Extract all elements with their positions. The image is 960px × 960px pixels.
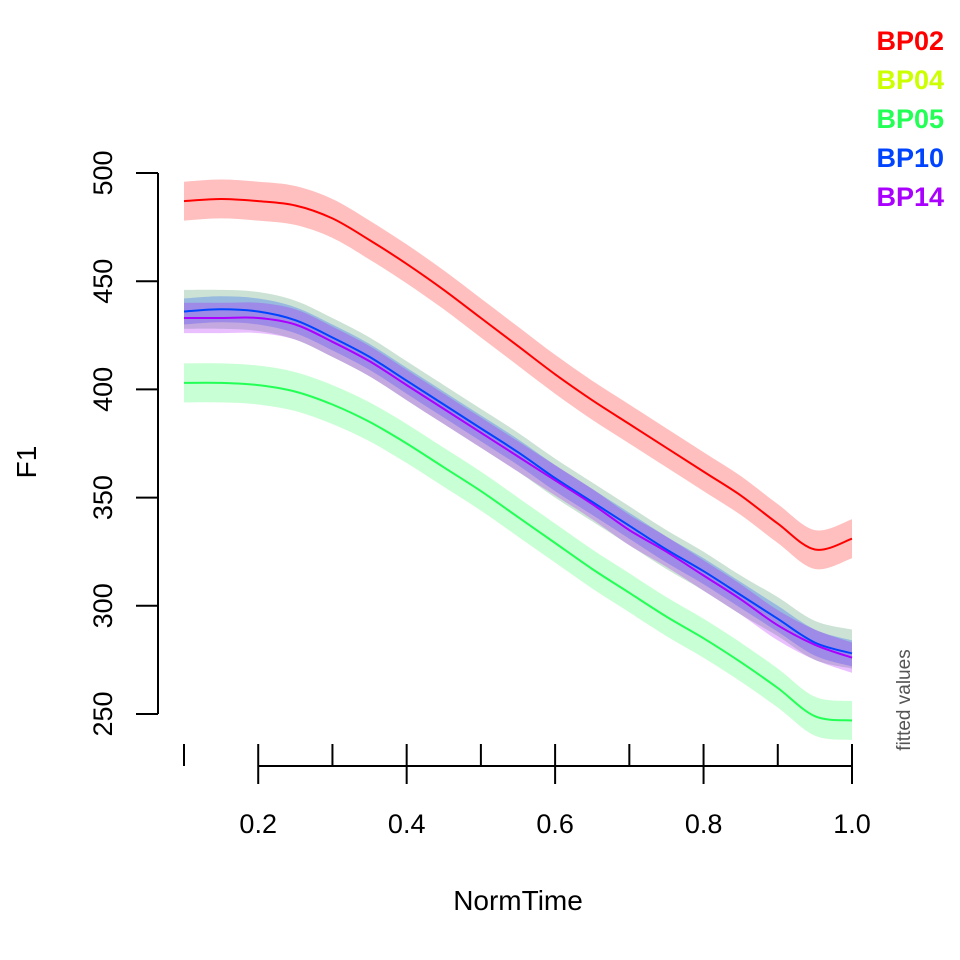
line-bp05 [183,381,853,722]
y-tick-label: 250 [88,691,118,736]
band-bp05 [184,363,852,740]
confidence-bands [184,179,852,740]
x-tick-label: 0.8 [685,809,723,839]
x-axis-title: NormTime [453,885,583,916]
legend-entry-bp05: BP05 [876,104,944,134]
y-tick-label: 400 [88,367,118,412]
legend-entry-bp02: BP02 [876,26,944,56]
line-bp10 [183,308,853,655]
y-tick-label: 300 [88,583,118,628]
fitted-lines [183,197,853,722]
legend-entry-bp14: BP14 [876,182,944,212]
y-tick-label: 500 [88,150,118,195]
line-bp02 [183,197,853,551]
band-bp02 [184,179,852,570]
y-axis: 250 300 350 400 450 500 [88,150,159,737]
y-axis-title: F1 [11,446,42,479]
x-axis: 0.2 0.4 0.6 0.8 1.0 [183,744,871,839]
y-tick-label: 450 [88,259,118,304]
band-bp14 [184,302,852,673]
x-tick-label: 0.6 [536,809,574,839]
legend-entry-bp04: BP04 [876,65,944,95]
line-bp14 [184,316,853,659]
x-tick-label: 1.0 [833,809,871,839]
x-tick-label: 0.4 [388,809,426,839]
legend: BP02 BP04 BP05 BP10 BP14 [876,26,944,212]
legend-entry-bp10: BP10 [876,143,944,173]
x-tick-label: 0.2 [239,809,277,839]
side-label: fitted values [894,649,915,750]
y-tick-label: 350 [88,475,118,520]
band-bp04 [184,289,852,669]
